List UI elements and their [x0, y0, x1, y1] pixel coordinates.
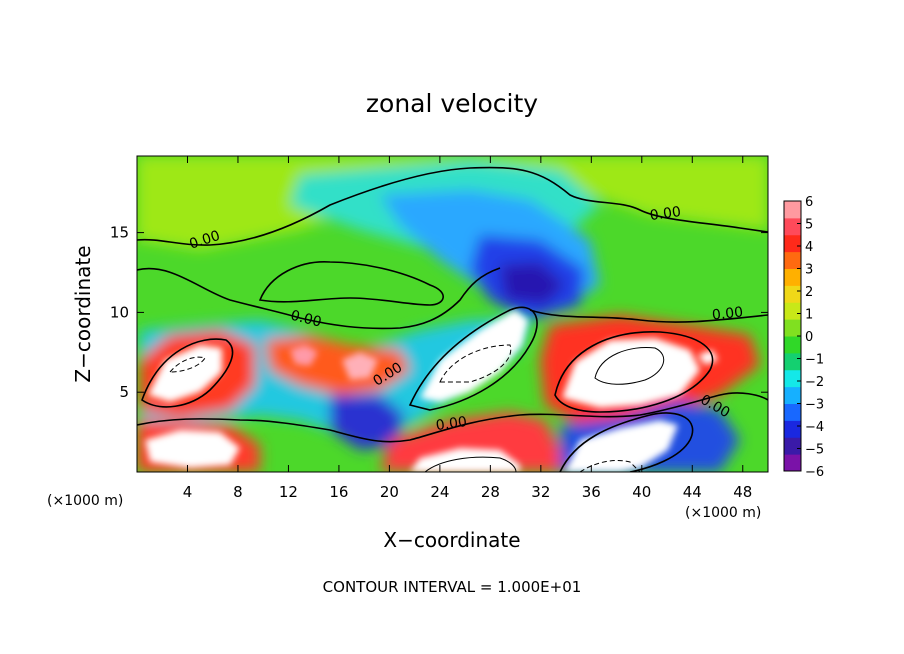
- x-axis-label: X−coordinate: [383, 528, 520, 552]
- colorbar-swatch: [784, 352, 801, 371]
- colorbar-swatch: [784, 454, 801, 472]
- colorbar-swatch: [784, 403, 801, 421]
- colorbar-tick-label: −5: [805, 443, 824, 458]
- field-region-lower-blue: [330, 395, 405, 450]
- inner-contours: [168, 344, 665, 472]
- colorbar-tick-label: 2: [805, 285, 813, 300]
- colorbar-swatch: [784, 369, 801, 388]
- colorbar: 6 5 4 3 2 1 0 −1 −2 −3 −4 −5 −6: [783, 195, 824, 480]
- y-axis: 5 10 15: [110, 224, 768, 401]
- contour-dashed-center: [439, 344, 512, 383]
- x-unit-left: (×1000 m): [47, 493, 123, 509]
- y-axis-label: Z−coordinate: [71, 245, 95, 382]
- contour-label: 0.00: [435, 414, 468, 434]
- colorbar-swatch: [784, 268, 801, 286]
- x-tick-label: 20: [380, 483, 399, 501]
- contour-bottom-right: [559, 412, 694, 472]
- contour-bottom-center-solid: [424, 456, 517, 472]
- x-tick-label: 28: [481, 483, 500, 501]
- x-tick-label: 4: [183, 483, 193, 501]
- y-tick-label: 10: [110, 303, 129, 321]
- y-tick-label: 5: [119, 383, 129, 401]
- core-small-2: [342, 352, 378, 380]
- colorbar-swatch: [784, 302, 801, 320]
- colorbar-tick-label: 3: [805, 263, 813, 278]
- chart-title: zonal velocity: [366, 89, 538, 118]
- contour-mid-left: [137, 267, 501, 330]
- contour-label: 0.00: [649, 204, 682, 224]
- core-bottom-center: [410, 448, 520, 472]
- x-tick-label: 44: [683, 483, 702, 501]
- colorbar-tick-label: −4: [805, 420, 824, 435]
- zero-contours: [137, 166, 768, 472]
- colorbar-tick-label: 6: [805, 195, 813, 210]
- x-tick-label: 32: [531, 483, 550, 501]
- contour-solid-right: [594, 346, 665, 385]
- colorbar-swatch: [784, 201, 801, 219]
- field-region-upper-green: [137, 156, 768, 250]
- x-tick-label: 36: [582, 483, 601, 501]
- colorbar-swatch: [784, 217, 801, 236]
- core-center: [420, 310, 528, 402]
- contour-label: 0.00: [289, 308, 323, 331]
- colorbar-tick-label: 4: [805, 240, 813, 255]
- velocity-field: [137, 156, 768, 472]
- contour-upper: [137, 166, 768, 246]
- core-small-1: [290, 345, 318, 366]
- colorbar-swatch: [784, 234, 801, 253]
- contour-mid-right: [529, 309, 768, 323]
- core-bottom-right: [565, 420, 678, 472]
- core-left-lower: [145, 430, 240, 468]
- colorbar-swatch: [784, 437, 801, 455]
- x-tick-label: 40: [632, 483, 651, 501]
- core-right: [562, 338, 700, 408]
- x-tick-label: 24: [430, 483, 449, 501]
- colorbar-tick-label: 5: [805, 218, 813, 233]
- x-tick-label: 8: [233, 483, 243, 501]
- x-tick-label: 16: [329, 483, 348, 501]
- x-tick-label: 48: [733, 483, 752, 501]
- colorbar-tick-label: −1: [805, 353, 824, 368]
- plot-area: [137, 156, 768, 472]
- colorbar-tick-label: −2: [805, 375, 824, 390]
- colorbar-swatch: [784, 285, 801, 303]
- x-axis: 4 8 12 16 20 24 28 32 36 40 44 48: [183, 156, 752, 501]
- contour-label: 0.00: [711, 304, 744, 323]
- contour-interval-note: CONTOUR INTERVAL = 1.000E+01: [323, 578, 582, 596]
- plot-frame: [136, 155, 769, 473]
- colorbar-swatch: [784, 336, 801, 354]
- colorbar-tick-label: −6: [805, 465, 824, 480]
- x-tick-label: 12: [279, 483, 298, 501]
- contour-dashed-bottom-right: [579, 459, 641, 472]
- x-unit-right: (×1000 m): [685, 505, 761, 521]
- contour-cloud: [258, 261, 444, 306]
- contour-dashed-left: [168, 356, 206, 373]
- contour-right-core: [554, 331, 714, 413]
- colorbar-swatch: [784, 420, 801, 438]
- colorbar-tick-label: −3: [805, 398, 824, 413]
- contour-center-core: [408, 306, 538, 411]
- contour-left-core: [141, 338, 234, 408]
- contour-lower: [137, 392, 768, 443]
- colorbar-tick-label: 1: [805, 308, 813, 323]
- y-tick-label: 15: [110, 224, 129, 242]
- velocity-cores: [145, 310, 718, 472]
- colorbar-swatch: [784, 386, 801, 404]
- colorbar-swatch: [784, 251, 801, 269]
- colorbar-tick-label: 0: [805, 330, 813, 345]
- colorbar-swatch: [784, 319, 801, 337]
- field-region-darkblue: [500, 262, 565, 305]
